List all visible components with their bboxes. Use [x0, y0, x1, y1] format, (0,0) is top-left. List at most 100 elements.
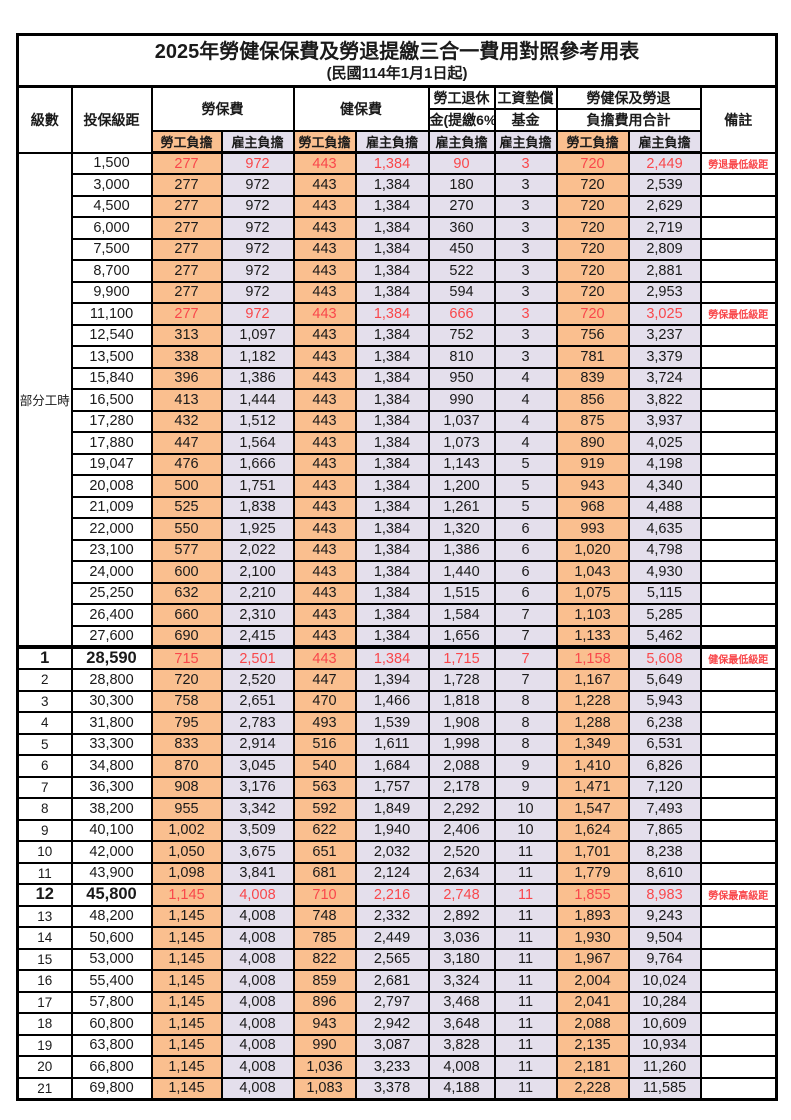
cell-total-worker: 1,075 — [555, 581, 630, 605]
cell-total-worker: 875 — [555, 409, 630, 433]
table-row: 15 53,000 1,145 4,008 822 2,565 3,180 11 1,967 9,… — [16, 947, 778, 971]
cell-total-employer: 4,025 — [627, 431, 702, 455]
cell-note: 勞保最低級距 — [699, 302, 778, 326]
cell-total-employer: 3,937 — [627, 409, 702, 433]
cell-wage-fund-employer: 4 — [493, 388, 558, 412]
cell-wage-fund-employer: 6 — [493, 581, 558, 605]
cell-health-employer: 1,384 — [354, 624, 430, 648]
cell-health-employer: 1,384 — [354, 151, 430, 175]
cell-labor-worker: 1,145 — [150, 904, 223, 928]
cell-bracket: 28,800 — [70, 668, 153, 692]
cell-health-worker: 443 — [292, 495, 357, 519]
table-row: 6,000 277 972 443 1,384 360 3 720 2,719 — [18, 216, 778, 240]
cell-pension-employer: 270 — [427, 194, 496, 218]
cell-total-employer: 4,488 — [627, 495, 702, 519]
cell-total-worker: 1,893 — [555, 904, 630, 928]
cell-level: 12 — [16, 883, 73, 907]
cell-labor-worker: 525 — [150, 495, 223, 519]
cell-bracket: 31,800 — [70, 711, 153, 735]
cell-total-worker: 2,041 — [555, 990, 630, 1014]
cell-health-worker: 443 — [292, 645, 357, 670]
table-row: 19 63,800 1,145 4,008 990 3,087 3,828 11 2,135 10… — [16, 1033, 778, 1057]
cell-health-worker: 785 — [292, 926, 357, 950]
cell-bracket: 21,009 — [70, 495, 153, 519]
cell-health-employer: 1,384 — [354, 495, 430, 519]
cell-pension-employer: 1,261 — [427, 495, 496, 519]
cell-health-worker: 443 — [292, 302, 357, 326]
cell-level: 21 — [16, 1076, 73, 1100]
cell-labor-worker: 600 — [150, 560, 223, 584]
cell-health-employer: 1,384 — [354, 173, 430, 197]
cell-total-worker: 720 — [555, 280, 630, 304]
cell-labor-worker: 277 — [150, 280, 223, 304]
cell-labor-worker: 870 — [150, 754, 223, 778]
cell-health-worker: 443 — [292, 474, 357, 498]
table-row: 13,500 338 1,182 443 1,384 810 3 781 3,379 — [18, 345, 778, 369]
cell-total-worker: 756 — [555, 323, 630, 347]
cell-total-worker: 1,547 — [555, 797, 630, 821]
cell-wage-fund-employer: 6 — [493, 560, 558, 584]
cell-total-employer: 5,649 — [627, 668, 702, 692]
table-row: 22,000 550 1,925 443 1,384 1,320 6 993 4,635 — [18, 517, 778, 541]
col-header-total-employer: 雇主負擔 — [627, 130, 702, 154]
cell-health-worker: 470 — [292, 689, 357, 713]
cell-health-employer: 2,449 — [354, 926, 430, 950]
cell-total-employer: 3,379 — [627, 345, 702, 369]
cell-total-worker: 1,158 — [555, 645, 630, 670]
cell-labor-employer: 972 — [220, 302, 295, 326]
cell-labor-worker: 1,145 — [150, 1055, 223, 1079]
cell-labor-employer: 1,444 — [220, 388, 295, 412]
cell-health-employer: 2,565 — [354, 947, 430, 971]
cell-note — [699, 797, 778, 821]
cell-labor-employer: 972 — [220, 259, 295, 283]
cell-health-worker: 443 — [292, 581, 357, 605]
cell-pension-employer: 1,818 — [427, 689, 496, 713]
cell-total-worker: 1,930 — [555, 926, 630, 950]
cell-pension-employer: 1,715 — [427, 645, 496, 670]
cell-wage-fund-employer: 11 — [493, 840, 558, 864]
table-row: 7 36,300 908 3,176 563 1,757 2,178 9 1,471 7,120 — [16, 775, 778, 799]
cell-bracket: 22,000 — [70, 517, 153, 541]
cell-wage-fund-employer: 3 — [493, 323, 558, 347]
cell-wage-fund-employer: 11 — [493, 1055, 558, 1079]
cell-note — [699, 216, 778, 240]
cell-health-worker: 443 — [292, 216, 357, 240]
cell-health-employer: 2,681 — [354, 969, 430, 993]
cell-note — [699, 345, 778, 369]
cell-total-employer: 5,943 — [627, 689, 702, 713]
cell-pension-employer: 3,648 — [427, 1012, 496, 1036]
cell-bracket: 40,100 — [70, 818, 153, 842]
cell-wage-fund-employer: 11 — [493, 861, 558, 885]
cell-health-worker: 443 — [292, 194, 357, 218]
cell-labor-employer: 3,176 — [220, 775, 295, 799]
cell-pension-employer: 1,584 — [427, 603, 496, 627]
cell-labor-employer: 4,008 — [220, 883, 295, 907]
cell-health-employer: 1,384 — [354, 280, 430, 304]
cell-note — [699, 1033, 778, 1057]
cell-bracket: 28,590 — [70, 645, 153, 670]
cell-labor-employer: 4,008 — [220, 1033, 295, 1057]
table-row: 9,900 277 972 443 1,384 594 3 720 2,953 — [18, 280, 778, 304]
cell-labor-worker: 277 — [150, 259, 223, 283]
cell-labor-employer: 3,841 — [220, 861, 295, 885]
table-row: 20,008 500 1,751 443 1,384 1,200 5 943 4,340 — [18, 474, 778, 498]
cell-labor-employer: 972 — [220, 173, 295, 197]
cell-total-employer: 6,531 — [627, 732, 702, 756]
cell-total-employer: 9,243 — [627, 904, 702, 928]
title-cell: 2025年勞健保保費及勞退提繳三合一費用對照參考用表 (民國114年1月1日起) — [16, 33, 778, 88]
cell-note — [699, 840, 778, 864]
cell-bracket: 53,000 — [70, 947, 153, 971]
table-row: 11,100 277 972 443 1,384 666 3 720 3,025 勞保最低級距 — [18, 302, 778, 326]
cell-note: 健保最低級距 — [699, 645, 778, 670]
cell-labor-worker: 396 — [150, 366, 223, 390]
cell-note — [699, 624, 778, 648]
cell-note — [699, 754, 778, 778]
table-row: 9 40,100 1,002 3,509 622 1,940 2,406 10 1,624 7,8… — [16, 818, 778, 842]
cell-pension-employer: 950 — [427, 366, 496, 390]
cell-labor-employer: 4,008 — [220, 1076, 295, 1100]
cell-labor-worker: 1,050 — [150, 840, 223, 864]
cell-labor-employer: 1,386 — [220, 366, 295, 390]
cell-health-worker: 443 — [292, 237, 357, 261]
table-row: 17 57,800 1,145 4,008 896 2,797 3,468 11 2,041 10… — [16, 990, 778, 1014]
cell-pension-employer: 1,386 — [427, 538, 496, 562]
